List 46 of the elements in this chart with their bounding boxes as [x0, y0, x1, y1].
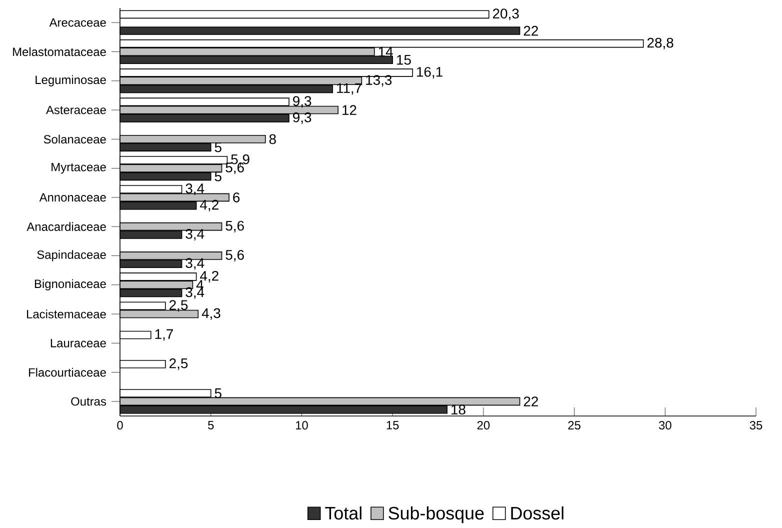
- data-label: 6: [233, 192, 240, 202]
- data-label: 2,5: [170, 300, 188, 312]
- y-tick-label: Asteraceae: [46, 106, 106, 114]
- legend-label: Total: [325, 506, 362, 520]
- y-tick-label: Flacourtiaceae: [29, 368, 106, 377]
- data-label: 3,4: [186, 228, 204, 240]
- y-tick-label: Lauraceae: [50, 338, 106, 348]
- y-tick-label: Leguminosae: [36, 75, 106, 86]
- data-label: 3,4: [186, 258, 204, 270]
- y-tick-label: Melastomataceae: [13, 47, 106, 56]
- data-label: 3,4: [186, 184, 204, 196]
- y-tick-label: Lacistemaceae: [27, 310, 106, 318]
- legend-label: Sub-bosque: [388, 506, 484, 524]
- y-tick-label: Solanaceae: [44, 134, 106, 144]
- data-label: 4,2: [200, 270, 218, 282]
- data-label: 1,7: [155, 329, 173, 341]
- y-tick-label: Bignoniaceae: [34, 279, 106, 290]
- data-label: 22: [524, 396, 538, 406]
- data-label: 8: [269, 134, 276, 144]
- x-tick-label: 35: [750, 421, 762, 430]
- legend-label: Dossel: [511, 506, 564, 520]
- x-tick-label: 0: [117, 421, 123, 430]
- data-label: 20,3: [492, 8, 519, 20]
- x-tick-label: 15: [386, 421, 399, 430]
- x-tick-label: 10: [296, 421, 308, 430]
- data-label: 9,3: [293, 96, 312, 108]
- data-label: 22: [524, 26, 538, 36]
- data-label: 28,8: [647, 38, 674, 50]
- y-tick-label: Annonaceae: [39, 193, 106, 202]
- data-label: 4,3: [202, 308, 220, 320]
- y-tick-label: Myrtaceae: [52, 162, 106, 174]
- data-label: 5,6: [226, 220, 244, 232]
- y-tick-label: Sapindaceae: [37, 250, 106, 262]
- data-label: 9,3: [293, 112, 312, 124]
- x-tick-label: 25: [568, 421, 580, 430]
- data-label: 2,5: [170, 358, 188, 370]
- data-label: 16,1: [417, 66, 442, 78]
- y-tick-label: Arecaceae: [49, 18, 106, 27]
- y-tick-label: Anacardiaceae: [26, 222, 106, 231]
- x-tick-label: 30: [658, 421, 672, 430]
- y-tick-label: Outras: [71, 397, 106, 406]
- x-tick-label: 20: [477, 421, 490, 430]
- data-label: 12: [342, 105, 356, 115]
- x-tick-label: 5: [208, 421, 214, 430]
- data-label: 15: [397, 55, 411, 65]
- data-label: 5,6: [226, 250, 244, 262]
